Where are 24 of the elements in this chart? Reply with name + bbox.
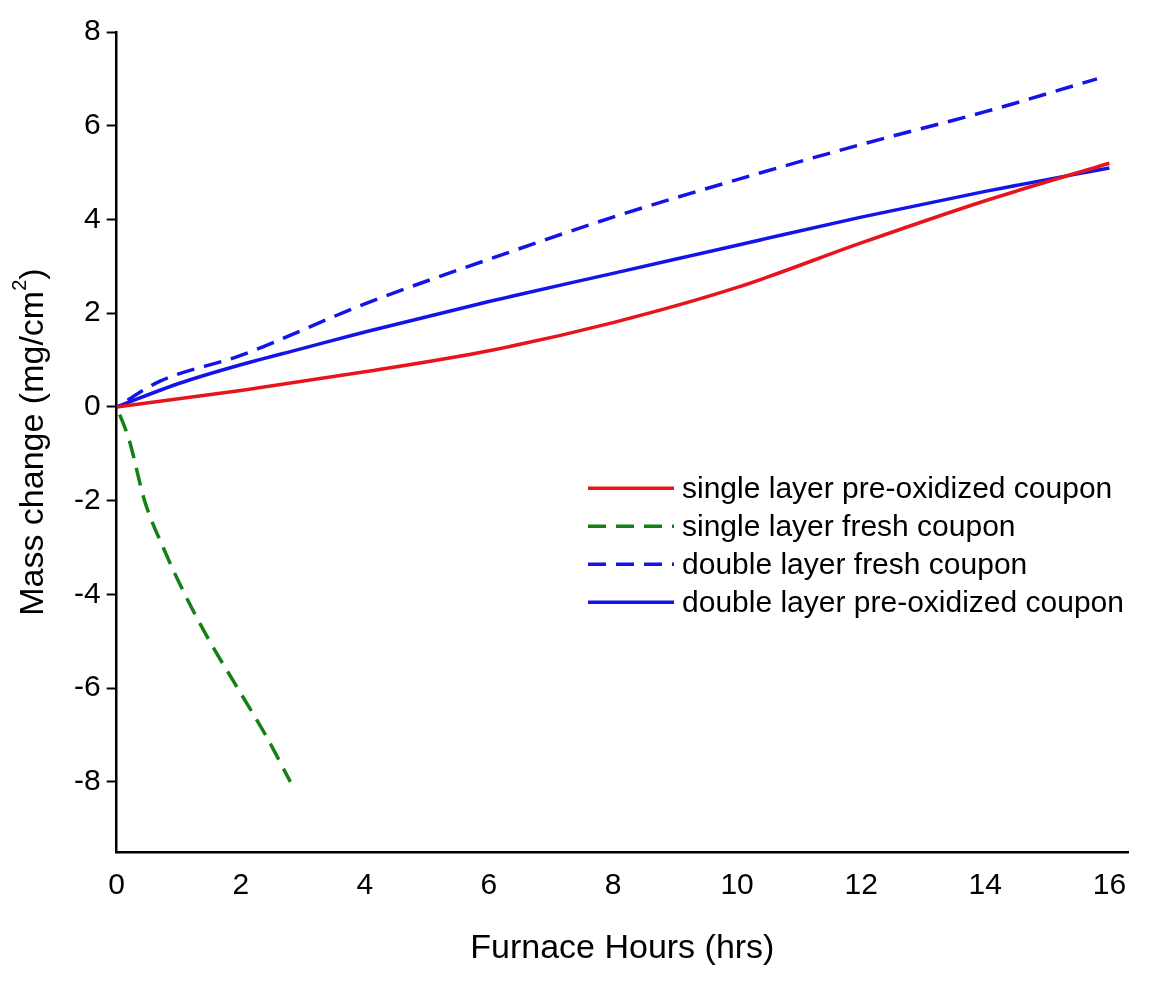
x-tick-label: 0 (108, 867, 126, 901)
y-tick-label: 0 (83, 388, 101, 422)
x-tick-label: 6 (480, 867, 498, 901)
x-tick-label: 2 (232, 867, 250, 901)
x-tick-label: 16 (1092, 867, 1127, 901)
x-axis-title: Furnace Hours (hrs) (470, 926, 775, 965)
x-tick-label: 4 (356, 867, 374, 901)
y-tick-label: 2 (83, 294, 101, 328)
legend-label: double layer fresh coupon (682, 546, 1028, 583)
y-tick-label: -4 (73, 575, 101, 609)
x-tick-label: 12 (844, 867, 878, 901)
y-tick-label: 8 (83, 13, 101, 47)
y-tick-label: 4 (83, 200, 101, 234)
legend-label: single layer pre-oxidized coupon (682, 470, 1113, 507)
legend-label: double layer pre-oxidized coupon (682, 584, 1124, 621)
legend-label: single layer fresh coupon (682, 508, 1016, 545)
y-tick-label: -8 (73, 763, 101, 797)
y-tick-label: -6 (73, 669, 101, 703)
y-axis-title: Mass change (mg/cm2) (7, 268, 51, 616)
y-tick-label: 6 (83, 107, 101, 140)
x-tick-label: 14 (968, 867, 1002, 901)
y-tick-label: -2 (73, 481, 101, 515)
x-tick-label: 8 (604, 867, 622, 901)
x-tick-label: 10 (720, 867, 754, 901)
